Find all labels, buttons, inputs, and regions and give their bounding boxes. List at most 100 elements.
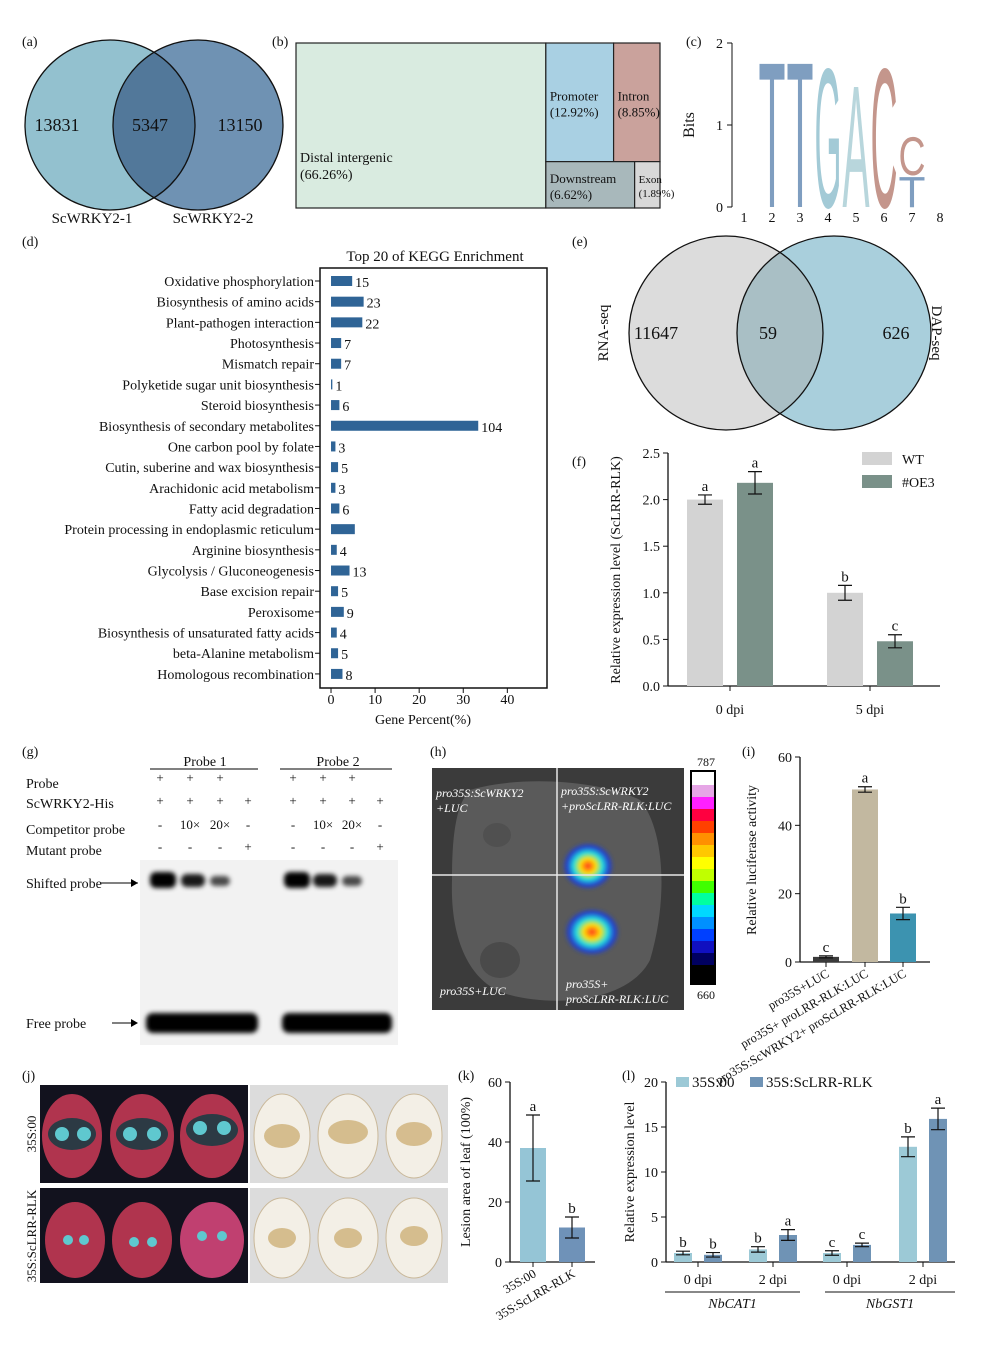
spot: [197, 1231, 207, 1241]
quadrant-label: proScLRR-RLK:LUC: [565, 992, 669, 1006]
scale-max: 787: [697, 755, 715, 769]
lane-symbol: +: [348, 770, 355, 785]
x-tick-label: 30: [456, 693, 470, 708]
treemap-value: (12.92%): [550, 104, 599, 119]
logo-letter: C: [871, 28, 898, 250]
x-tick-label: 1: [741, 211, 748, 226]
spot: [63, 1235, 73, 1245]
significance-letter: a: [785, 1214, 792, 1230]
lesion: [48, 1118, 96, 1150]
band: [284, 872, 310, 888]
spot: [123, 1127, 137, 1141]
row-label: 35S:00: [24, 1116, 39, 1153]
bar: [331, 441, 336, 452]
category-label: Photosynthesis: [230, 337, 314, 352]
logo-letter: T: [759, 18, 786, 251]
error-bar: [901, 1136, 915, 1158]
gel-image: (g) Probe 1 Probe 2 Probe ScWRKY2-His Co…: [22, 745, 398, 1045]
error-bar: [838, 584, 852, 601]
legend-label: WT: [902, 453, 924, 468]
significance-letter: b: [679, 1235, 687, 1251]
band: [181, 874, 205, 887]
plot-frame: [319, 267, 548, 689]
bar: [890, 913, 916, 962]
logo-letter: G: [815, 28, 842, 250]
legend-swatch: [676, 1077, 689, 1087]
error-bar: [748, 471, 762, 495]
count-label: 4: [340, 545, 347, 560]
y-tick-label: 0.5: [643, 633, 661, 648]
legend-label: 35S:00: [692, 1075, 735, 1091]
bar: [813, 956, 839, 962]
count-label: 15: [355, 276, 369, 291]
count-label: 3: [338, 483, 345, 498]
spot: [193, 1121, 207, 1135]
y-tick-label: 0.0: [643, 680, 661, 695]
x-tick-label: 7: [909, 211, 916, 226]
category-label: Biosynthesis of amino acids: [157, 296, 315, 311]
category-label: beta-Alanine metabolism: [173, 647, 314, 662]
lane-symbol: +: [244, 839, 251, 854]
scale-step: [692, 809, 714, 821]
lane-symbol: -: [378, 817, 382, 832]
bar: [877, 641, 913, 686]
uv-leaves: [42, 1094, 244, 1278]
category-label: Base excision repair: [200, 585, 314, 600]
venn-name: DAP-seq: [928, 306, 944, 361]
treemap-cell: [545, 42, 615, 163]
error-bar: [855, 1242, 869, 1248]
y-tick-label: 10: [644, 1166, 658, 1181]
lane-symbol: +: [289, 770, 296, 785]
error-bar: [706, 1251, 720, 1258]
treemap-label: Distal intergenic: [300, 151, 393, 166]
scale-step: [692, 929, 714, 941]
bar: [331, 648, 339, 659]
x-tick-label: 0: [328, 693, 335, 708]
bar: [331, 668, 343, 679]
scale-step: [692, 785, 714, 797]
lane-symbol: +: [216, 770, 223, 785]
spot: [217, 1231, 227, 1241]
stain: [400, 1226, 428, 1246]
bar: [331, 606, 344, 617]
x-tick-label: 10: [368, 693, 382, 708]
bar: [331, 400, 340, 411]
group-label: NbCAT1: [707, 1297, 757, 1312]
significance-letter: a: [530, 1099, 537, 1115]
stain: [264, 1124, 300, 1148]
lane-symbol: -: [291, 817, 295, 832]
bar: [331, 358, 342, 369]
leaf-spot: [483, 823, 511, 847]
significance-letter: a: [935, 1092, 942, 1108]
stain: [268, 1228, 296, 1248]
bar: [704, 1254, 722, 1262]
venn-count: 11647: [634, 323, 678, 343]
category-label: One carbon pool by folate: [168, 440, 314, 455]
arrow-head: [131, 879, 138, 887]
venn-count: 5347: [132, 115, 168, 135]
venn-count: 626: [883, 323, 910, 343]
lane-symbol: +: [348, 793, 355, 808]
significance-letter: c: [823, 940, 830, 956]
gel-bands: [146, 872, 392, 1033]
x-tick-label: 40: [500, 693, 514, 708]
significance-letter: b: [568, 1201, 576, 1217]
leaf: [45, 1202, 105, 1278]
spot: [55, 1127, 69, 1141]
logo-letter: C: [899, 126, 926, 187]
significance-letter: b: [754, 1231, 762, 1247]
luciferase-image: (h) 787 660 pro35S:ScWRKY2 +LUC pro35S:S…: [430, 745, 716, 1010]
spot: [79, 1235, 89, 1245]
stain: [396, 1122, 432, 1146]
significance-letter: b: [899, 891, 907, 907]
y-tick-label: 20: [778, 888, 792, 903]
error-bar: [819, 955, 833, 959]
scale-step: [692, 833, 714, 845]
venn-overlap: [737, 236, 823, 430]
row-label: Mutant probe: [26, 844, 102, 859]
band: [282, 1013, 392, 1033]
error-bar: [825, 1250, 839, 1256]
lane-symbol: +: [319, 770, 326, 785]
y-tick-label: 60: [778, 751, 792, 766]
scale-step: [692, 857, 714, 869]
